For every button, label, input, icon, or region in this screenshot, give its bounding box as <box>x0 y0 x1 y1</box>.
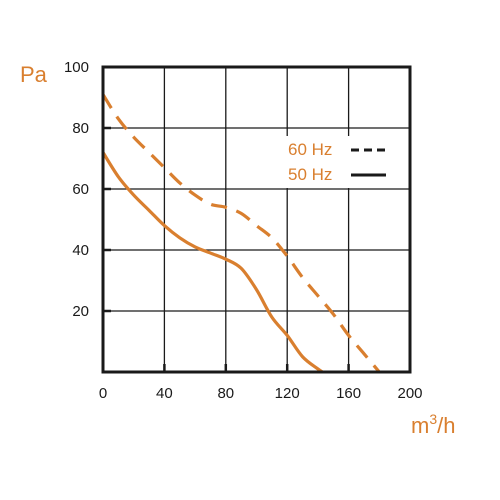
series-line-0 <box>101 93 381 374</box>
y-tick-label: 60 <box>72 181 89 198</box>
y-tick-label: 80 <box>72 120 89 137</box>
y-tick-label: 100 <box>64 59 89 76</box>
legend: 60 Hz 50 Hz <box>286 136 389 188</box>
x-tick-label: 40 <box>156 385 173 402</box>
x-tick-label: 120 <box>275 385 300 402</box>
plot-frame <box>101 65 412 374</box>
x-axis-label-sup: 3 <box>429 411 437 427</box>
legend-label-60hz: 60 Hz <box>288 140 332 159</box>
y-tick-label: 40 <box>72 242 89 259</box>
tick-labels: 0 40 80 120 160 200 20 40 60 80 100 <box>64 59 423 402</box>
x-tick-label: 200 <box>397 385 422 402</box>
x-tick-label: 80 <box>217 385 234 402</box>
x-axis-label: m3/h <box>411 411 455 438</box>
x-tick-label: 0 <box>99 385 107 402</box>
curves <box>101 93 381 374</box>
y-axis-label: Pa <box>20 62 48 87</box>
legend-background <box>286 136 389 188</box>
legend-label-50hz: 50 Hz <box>288 165 332 184</box>
x-axis-label-tail: /h <box>437 413 455 438</box>
grid-lines <box>103 67 410 372</box>
x-axis-label-base: m <box>411 413 429 438</box>
y-tick-label: 20 <box>72 303 89 320</box>
series-line-1 <box>101 151 324 374</box>
x-tick-label: 160 <box>336 385 361 402</box>
